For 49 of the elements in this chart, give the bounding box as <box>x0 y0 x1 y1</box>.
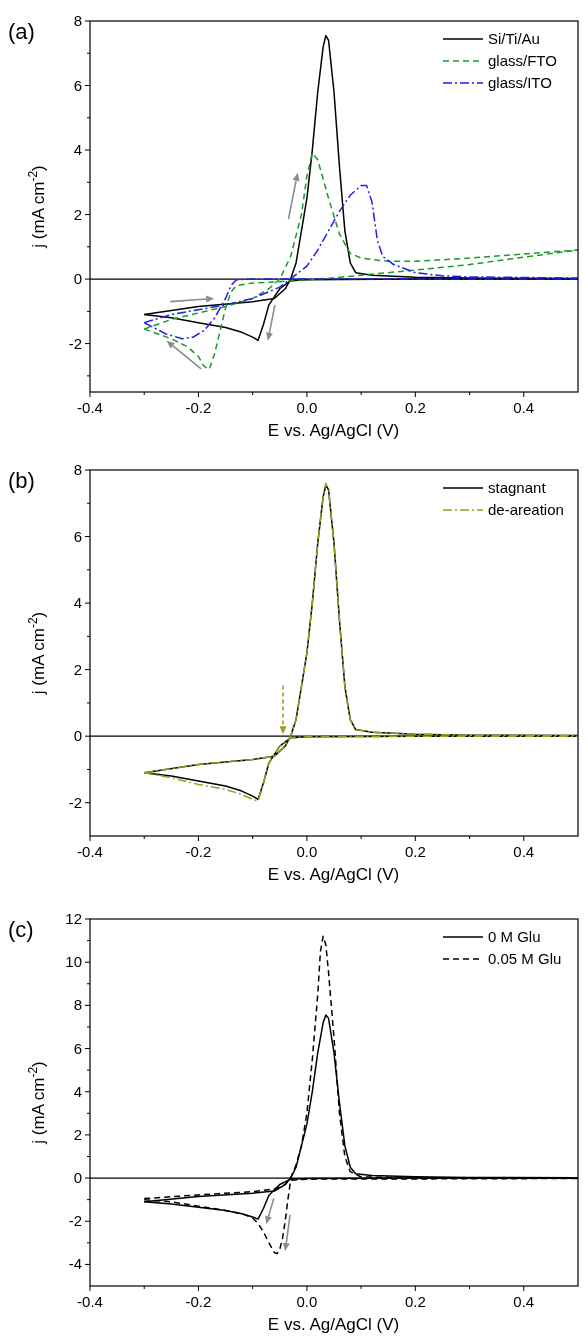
y-tick-label: 2 <box>73 1125 82 1143</box>
legend-label: glass/ITO <box>488 74 552 91</box>
legend-label: 0 M Glu <box>488 928 541 945</box>
y-tick-label: -4 <box>68 1255 82 1273</box>
y-tick-label: 6 <box>73 1039 82 1057</box>
x-tick-label: -0.4 <box>77 399 103 416</box>
chart-title: (c) <box>8 917 34 942</box>
y-tick-label: 0 <box>73 270 82 288</box>
y-tick-label: -2 <box>68 1212 82 1230</box>
legend-label: Si/Ti/Au <box>488 30 540 47</box>
y-tick-label: 8 <box>73 461 82 478</box>
x-axis-title: E vs. Ag/AgCl (V) <box>267 1315 400 1334</box>
x-tick-label: 0.4 <box>513 843 535 860</box>
y-tick-label: 10 <box>65 953 82 971</box>
y-tick-label: 0 <box>73 1169 82 1187</box>
y-tick-label: -2 <box>68 334 82 352</box>
x-tick-label: 0.0 <box>296 843 318 860</box>
x-tick-label: -0.2 <box>185 399 212 416</box>
chart-title: (a) <box>8 19 35 44</box>
x-tick-label: 0.4 <box>513 1293 535 1310</box>
y-tick-label: 12 <box>65 910 82 927</box>
y-tick-label: -2 <box>68 793 82 811</box>
y-tick-label: 8 <box>73 12 82 29</box>
x-tick-label: 0.0 <box>296 399 318 416</box>
x-tick-label: -0.2 <box>185 843 212 860</box>
y-tick-label: 0 <box>73 727 82 745</box>
legend-label: glass/FTO <box>488 52 557 69</box>
x-tick-label: -0.2 <box>185 1293 212 1310</box>
x-tick-label: 0.2 <box>404 843 426 860</box>
y-tick-label: 6 <box>73 76 82 94</box>
legend-label: de-areation <box>488 501 564 518</box>
y-tick-label: 2 <box>73 660 82 678</box>
y-tick-label: 2 <box>73 205 82 223</box>
chart-title: (b) <box>8 468 35 493</box>
y-tick-label: 6 <box>73 527 82 545</box>
x-tick-label: 0.0 <box>296 1293 318 1310</box>
x-tick-label: -0.4 <box>77 843 103 860</box>
x-axis-title: E vs. Ag/AgCl (V) <box>267 865 400 884</box>
y-tick-label: 4 <box>73 594 82 612</box>
y-tick-label: 8 <box>73 996 82 1014</box>
legend-label: 0.05 M Glu <box>488 950 562 967</box>
x-tick-label: 0.4 <box>513 399 535 416</box>
y-tick-label: 4 <box>73 1082 82 1100</box>
x-axis-title: E vs. Ag/AgCl (V) <box>267 421 400 440</box>
legend-label: stagnant <box>488 479 547 496</box>
x-tick-label: 0.2 <box>404 399 426 416</box>
x-tick-label: 0.2 <box>404 1293 426 1310</box>
x-tick-label: -0.4 <box>77 1293 103 1310</box>
y-tick-label: 4 <box>73 141 82 159</box>
